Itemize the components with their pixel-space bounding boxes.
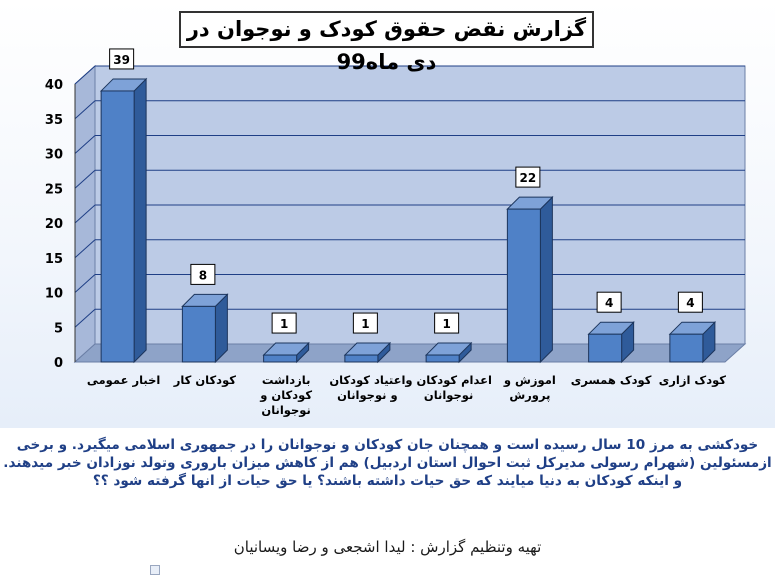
x-tick-label: کودکان و <box>259 388 312 403</box>
bar-side <box>539 195 553 364</box>
data-label: 22 <box>520 171 537 185</box>
data-label-box <box>677 291 703 313</box>
data-label-box <box>515 166 541 188</box>
data-label-box <box>271 312 297 334</box>
bar <box>506 208 541 363</box>
data-label: 8 <box>199 268 207 282</box>
x-tick-label: و نوجوانان <box>337 388 398 403</box>
y-tick-label: 10 <box>45 287 63 302</box>
bar <box>588 333 623 363</box>
x-tick-label: کودکان کار <box>173 373 237 388</box>
x-tick-label: نوجوانان <box>424 388 473 403</box>
gridline-side <box>74 274 96 293</box>
x-tick-label: بازداشت <box>262 373 311 387</box>
x-tick-label: کودک ازاری <box>659 373 727 388</box>
x-tick-label: کودک همسری <box>571 373 652 388</box>
x-tick-label: اخبار عمومی <box>87 373 160 388</box>
x-tick-label: نوجوانان <box>261 403 310 418</box>
bar <box>669 333 704 363</box>
y-tick-label: 25 <box>45 182 63 197</box>
x-tick-label: اعدام کودکان و <box>404 373 492 388</box>
data-label: 1 <box>280 317 288 331</box>
bar <box>181 305 216 363</box>
bar <box>344 354 379 363</box>
data-label-box <box>109 48 135 70</box>
report-credits: تهیه وتنظیم گزارش : لیدا اشجعی و رضا ویس… <box>233 538 542 556</box>
gridline-side <box>74 135 96 154</box>
data-label: 1 <box>442 317 450 331</box>
y-tick-label: 35 <box>45 113 63 128</box>
data-label-box <box>190 263 216 285</box>
report-caption: خودکشی به مرز 10 سال رسیده است و همچنان … <box>3 437 772 489</box>
x-tick-label: اعتیاد کودکان <box>329 373 405 388</box>
x-tick-label: پرورش <box>509 388 550 403</box>
data-label-box <box>352 312 378 334</box>
image-placeholder-icon <box>150 565 160 575</box>
gridline-side <box>74 100 96 120</box>
chart-title: گزارش نقض حقوق کودک و نوجوان در دی ماه99 <box>179 11 594 74</box>
data-label-box <box>434 312 460 334</box>
floor <box>73 343 747 363</box>
bar <box>263 354 298 363</box>
bar <box>425 354 460 363</box>
data-label: 4 <box>686 296 694 310</box>
data-label-box <box>596 291 622 313</box>
y-tick-label: 15 <box>45 252 63 267</box>
data-label: 1 <box>361 317 369 331</box>
gridline-side <box>74 239 96 259</box>
bar <box>100 90 135 363</box>
gridline-side <box>74 169 96 189</box>
data-label: 39 <box>113 53 130 67</box>
bar-side <box>133 77 147 364</box>
y-tick-label: 20 <box>45 217 63 232</box>
bar-chart: 0 5 10 15 20 25 30 35 40 39 اخبار عمومی 8 کودکان کار… <box>45 48 747 418</box>
x-tick-label: اموزش و <box>503 373 556 388</box>
y-tick-label: 30 <box>45 148 63 163</box>
gridline-side <box>74 308 96 328</box>
y-tick-label: 40 <box>45 78 63 93</box>
data-label: 4 <box>605 296 613 310</box>
gridline-side <box>74 65 96 85</box>
gridline-side <box>74 204 96 224</box>
y-tick-label: 5 <box>54 321 63 336</box>
y-tick-label: 0 <box>54 356 63 371</box>
chart-panel: 0 5 10 15 20 25 30 35 40 39 اخبار عمومی 8 کودکان کار… <box>0 0 775 428</box>
